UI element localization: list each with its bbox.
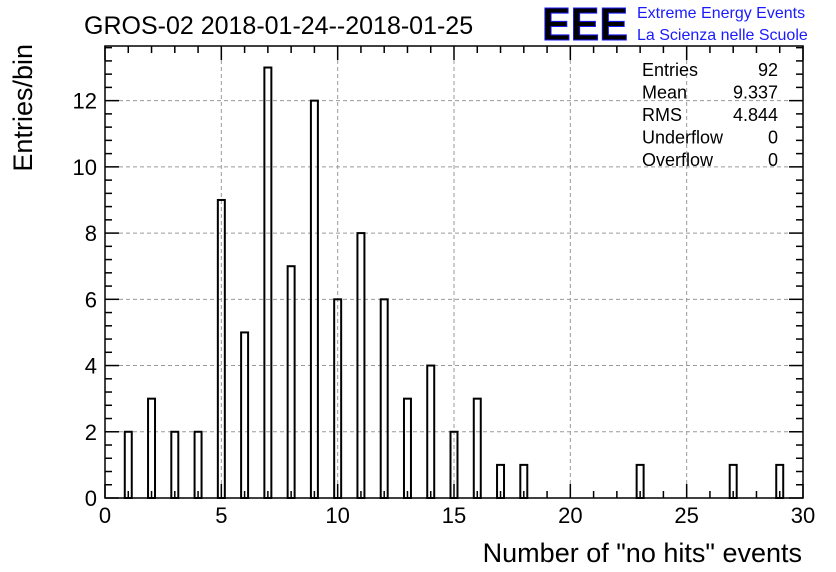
histogram-bar <box>147 397 157 499</box>
x-tick-label: 0 <box>99 503 111 528</box>
eee-logo-mark: EEE <box>542 0 628 50</box>
x-tick-label: 10 <box>325 503 349 528</box>
y-tick-label: 10 <box>73 155 97 180</box>
logo-line-1: Extreme Energy Events <box>637 5 805 22</box>
x-tick-label: 15 <box>442 503 466 528</box>
stat-label: Entries <box>642 60 698 80</box>
histogram-bar <box>240 331 250 499</box>
histogram-bar <box>193 430 203 499</box>
y-tick-label: 0 <box>85 486 97 511</box>
x-axis: 0 5 10 15 20 25 30 <box>99 46 815 528</box>
x-tick-label: 25 <box>674 503 698 528</box>
histogram-bar <box>472 397 482 499</box>
x-tick-label: 30 <box>791 503 815 528</box>
stat-label: Mean <box>642 83 687 103</box>
stat-value: 0 <box>768 150 778 170</box>
stat-value: 92 <box>758 60 778 80</box>
x-axis-title: Number of "no hits" events <box>483 538 802 568</box>
y-axis-title: Entries/bin <box>8 44 38 172</box>
histogram-bar <box>170 430 180 499</box>
histogram-bar <box>286 265 296 500</box>
stats-box: Entries 92 Mean 9.337 RMS 4.844 Underflow 0 Over… <box>642 60 778 170</box>
stat-value: 4.844 <box>733 105 778 125</box>
y-tick-label: 6 <box>85 287 97 312</box>
y-tick-label: 12 <box>73 89 97 114</box>
y-tick-label: 8 <box>85 221 97 246</box>
plot-grid <box>105 46 803 498</box>
y-tick-label: 2 <box>85 420 97 445</box>
logo-line-2: La Scienza nelle Scuole <box>637 27 808 44</box>
stat-value: 0 <box>768 128 778 148</box>
y-axis: 0 2 4 6 8 10 12 <box>73 46 803 511</box>
stat-label: Underflow <box>642 128 724 148</box>
chart-title: GROS-02 2018-01-24--2018-01-25 <box>84 12 473 40</box>
stat-label: RMS <box>642 105 682 125</box>
histogram-bar <box>123 430 133 499</box>
histogram-bar <box>263 66 273 500</box>
histogram-bar <box>379 298 389 500</box>
x-tick-label: 20 <box>558 503 582 528</box>
eee-logo: EEE Extreme Energy Events La Scienza nel… <box>542 0 808 51</box>
stat-value: 9.337 <box>733 83 778 103</box>
histogram-bar <box>402 397 412 499</box>
stat-label: Overflow <box>642 150 714 170</box>
y-tick-label: 4 <box>85 354 97 379</box>
x-tick-label: 5 <box>215 503 227 528</box>
